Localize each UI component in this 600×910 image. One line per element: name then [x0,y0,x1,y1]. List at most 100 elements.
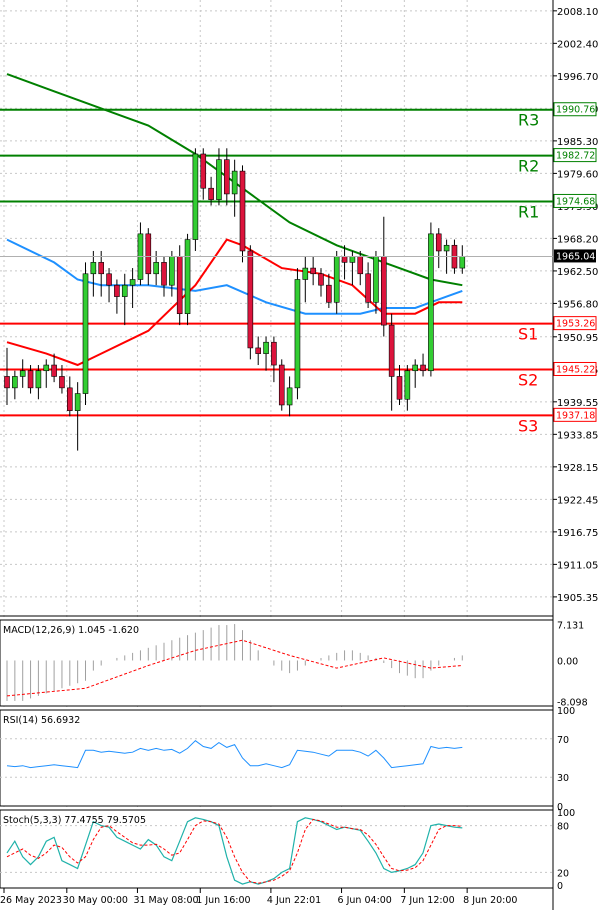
candle-body [43,364,50,372]
candle-body [247,250,254,349]
price-tick-label: 1916.75 [557,528,598,539]
candle-body [12,376,18,389]
candle-body [373,256,379,303]
candle-body [19,370,26,377]
level-price-label: 1945.22 [556,364,595,375]
candle-body [278,364,285,406]
candle-body [271,341,277,366]
price-tick-label: 2008.10 [557,7,598,18]
price-tick-label: 1962.50 [557,267,598,278]
candle-body [121,284,128,297]
candle-body [161,262,167,286]
candle-body [239,170,246,252]
level-price-box [553,407,597,422]
candle-body [192,153,199,240]
x-tick-label: 1 Jun 16:00 [196,895,250,906]
candle-body [365,273,371,303]
price-tick-label: 1968.20 [557,234,598,245]
level-price-box [553,193,597,208]
candle-body [129,279,136,286]
rsi-panel [0,709,554,807]
price-tick-label: 1985.30 [557,137,598,148]
price-tick-label: 1922.45 [557,495,598,506]
candle-body [412,364,419,372]
candle-body [35,370,42,389]
candle-body [4,376,10,389]
level-price-label: 1937.18 [556,410,595,421]
candle-body [286,387,293,406]
candle-body [443,244,450,252]
price-tick-label: 1979.60 [557,169,598,180]
candle-body [380,256,387,326]
x-tick-label: 26 May 2023 [0,895,62,906]
candle-body [349,256,356,263]
rsi-tick-label: 30 [557,773,569,784]
macd-tick-label: 0.00 [557,656,578,667]
candle-body [420,364,426,372]
candle-body [67,387,73,411]
candle-body [114,284,120,297]
candle-body [388,324,395,377]
price-plot-area [0,0,553,616]
candle-body [428,233,434,372]
rsi-label: RSI(14) 56.6932 [3,715,80,726]
candle-body [106,273,112,286]
candle-body [27,370,34,389]
candle-body [59,376,65,389]
candle-body [216,159,222,200]
candle-body [98,262,104,275]
candle-body [200,153,207,189]
candle-body [396,376,403,400]
x-tick-label: 4 Jun 22:01 [267,895,321,906]
stoch-tick-label: 80 [557,822,569,833]
x-tick-label: 7 Jun 12:00 [400,895,454,906]
level-price-label: 1974.68 [556,196,595,207]
candle-body [169,256,175,286]
price-tick-label: 1950.95 [557,333,598,344]
level-price-box [553,148,597,163]
candle-body [208,187,214,200]
candle-body [357,256,364,275]
level-name-r2: R2 [518,157,539,176]
price-tick-label: 1939.55 [557,398,598,409]
macd-tick-label: 7.131 [557,620,584,631]
stoch-tick-label: 100 [557,808,575,819]
level-name-s3: S3 [518,416,538,435]
macd-tick-label: -8.098 [557,697,588,708]
stoch-k-line [6,817,463,885]
candle-body [255,347,261,354]
macd-label: MACD(12,26,9) 1.045 -1.620 [3,625,139,636]
candle-body [333,256,340,303]
level-price-label: 1982.72 [556,151,595,162]
price-tick-label: 1928.15 [557,463,598,474]
candle-body [74,393,81,411]
candle-body [459,256,466,269]
stoch-tick-label: 0 [557,881,563,892]
level-price-box [553,102,597,117]
rsi-line [6,740,463,769]
moving-average-line-2 [6,238,463,315]
candle-body [224,159,230,195]
candle-body [90,262,97,275]
candle-body [184,239,191,315]
candle-body [231,170,238,195]
candle-body [302,267,309,280]
level-price-box [553,316,597,331]
level-name-s1: S1 [518,325,538,344]
candle-body [341,256,348,263]
x-tick-label: 31 May 08:00 [133,895,198,906]
candle-body [310,267,316,275]
level-name-r1: R1 [518,202,539,221]
rsi-tick-label: 100 [557,706,575,717]
rsi-tick-label: 70 [557,735,569,746]
current-price-label: 1965.04 [556,251,595,262]
level-price-box [553,361,597,376]
x-tick-label: 30 May 00:00 [63,895,128,906]
candle-body [145,233,152,275]
candle-body [153,262,159,275]
stoch-panel [0,809,554,889]
stoch-d-line [6,818,463,884]
price-tick-label: 1996.70 [557,72,598,83]
candle-body [404,370,411,400]
